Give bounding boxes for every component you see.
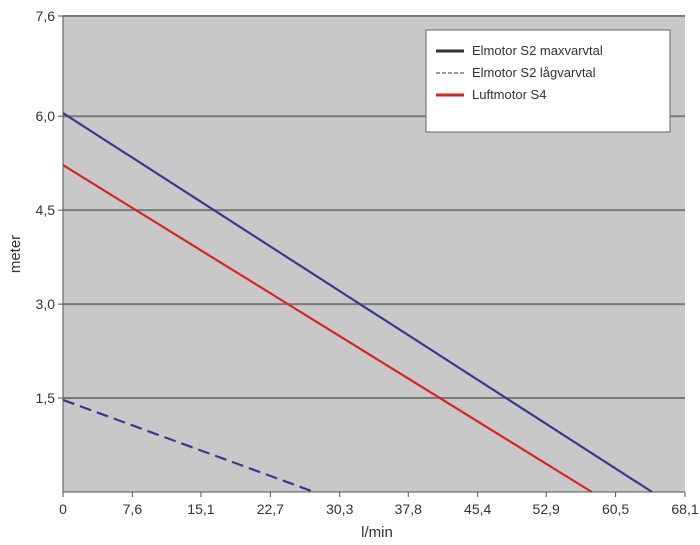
y-axis-ticks: 1,5 3,0 4,5 6,0 7,6: [36, 8, 63, 406]
series-line: [62, 112, 653, 493]
gridlines: [63, 15, 685, 400]
legend-label: Elmotor S2 lågvarvtal: [472, 65, 596, 80]
series-line: [62, 398, 315, 494]
legend-box: [425, 29, 671, 133]
y-tick-label: 7,6: [36, 8, 56, 24]
axes: [62, 16, 685, 493]
x-tick-label: 37,8: [395, 501, 422, 517]
legend: Elmotor S2 maxvarvtal Elmotor S2 lågvarvt…: [425, 29, 671, 133]
x-tick-label: 45,4: [464, 501, 491, 517]
y-axis-label: meter: [7, 235, 24, 273]
x-tick-label: 22,7: [257, 501, 284, 517]
x-tick-label: 0: [59, 501, 67, 517]
x-tick-label: 15,1: [187, 501, 214, 517]
legend-label: Luftmotor S4: [472, 87, 546, 102]
x-tick-label: 7,6: [123, 501, 143, 517]
x-axis-ticks: 0 7,6 15,1 22,7 30,3 37,8 45,4 52,9 60,5 68,1: [59, 492, 699, 517]
y-tick-label: 6,0: [36, 108, 56, 124]
x-tick-label: 30,3: [326, 501, 353, 517]
series-line: [62, 164, 593, 493]
y-tick-label: 4,5: [36, 202, 56, 218]
x-axis-label: l/min: [361, 524, 393, 541]
x-tick-label: 52,9: [533, 501, 560, 517]
y-tick-label: 1,5: [36, 390, 56, 406]
y-tick-label: 3,0: [36, 296, 56, 312]
legend-label: Elmotor S2 maxvarvtal: [472, 43, 603, 58]
data-series: [62, 112, 653, 494]
x-tick-label: 68,1: [671, 501, 698, 517]
x-tick-label: 60,5: [602, 501, 629, 517]
